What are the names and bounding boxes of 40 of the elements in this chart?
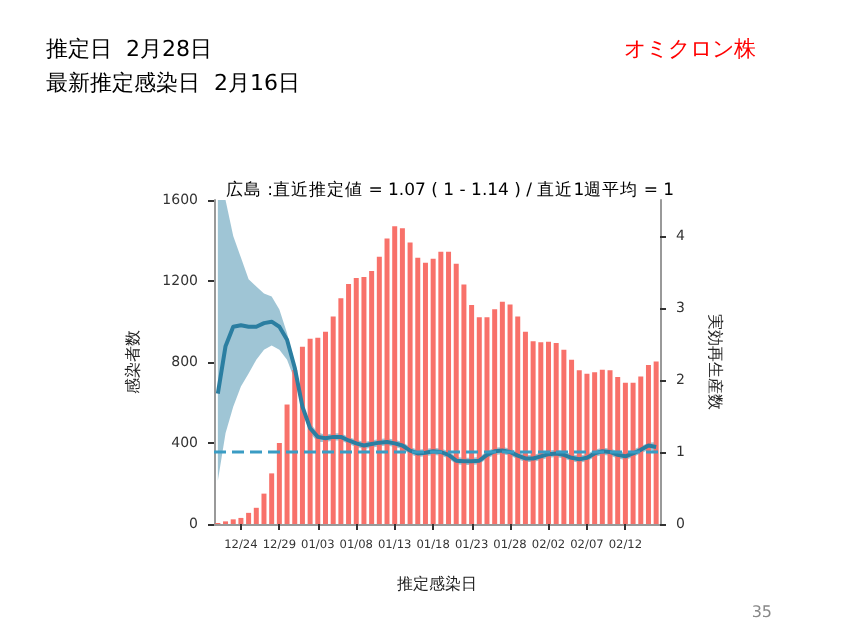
bar: [299, 346, 305, 524]
bar: [546, 341, 551, 524]
bar: [315, 337, 321, 524]
bar: [538, 342, 544, 524]
bar: [645, 365, 651, 524]
chart-subtitle: 最新推定感染日 2月16日: [46, 70, 300, 96]
y-axis-title: 感染者数: [123, 330, 142, 394]
bar: [553, 342, 559, 524]
bar: [353, 277, 359, 524]
bar: [499, 301, 505, 524]
y2-axis-title: 実効再生産数: [705, 314, 724, 410]
bar: [399, 228, 405, 524]
bar: [492, 309, 498, 524]
bar: [615, 376, 621, 524]
bar: [584, 373, 590, 524]
bar: [507, 304, 513, 524]
bar: [346, 284, 352, 524]
x-axis-title: 推定感染日: [397, 575, 477, 593]
bar: [361, 276, 367, 524]
bar: [607, 370, 613, 524]
bar: [484, 317, 490, 524]
text: オミクロン株: [624, 36, 756, 62]
bar: [238, 517, 244, 524]
annotation: 広島 :直近推定値 = 1.07 ( 1 - 1.14 ) / 直近1週平均 = 1: [225, 179, 675, 201]
text: 35: [751, 603, 773, 621]
bar: [430, 258, 436, 524]
bar: [561, 349, 567, 524]
bar: [392, 226, 398, 524]
bar: [422, 262, 428, 524]
bar: [592, 372, 598, 524]
bar: [246, 512, 252, 524]
line-series: [215, 319, 659, 464]
bar: [599, 369, 605, 524]
chart-title: 推定日 2月28日: [46, 36, 212, 62]
bar: [438, 251, 444, 524]
bar: [653, 361, 659, 524]
bar: [446, 251, 452, 524]
bar: [307, 338, 313, 524]
bar: [622, 382, 628, 524]
bar: [630, 382, 636, 524]
